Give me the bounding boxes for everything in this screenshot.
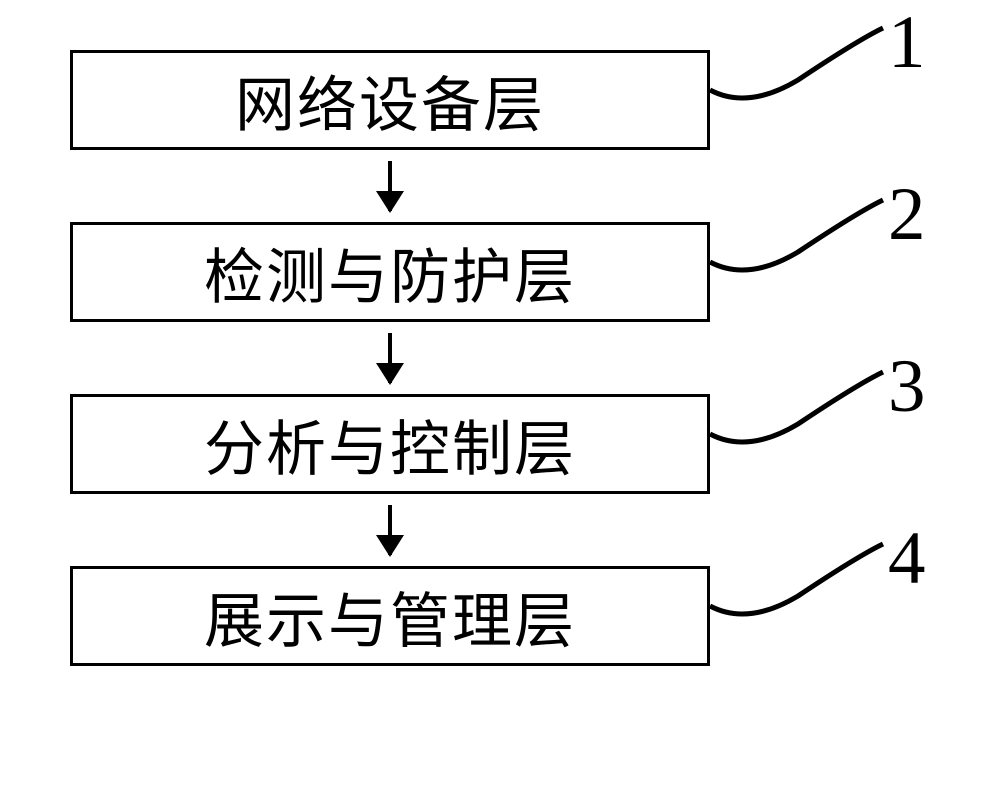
number-label-3: 3 xyxy=(888,344,926,430)
arrow-icon xyxy=(388,333,392,383)
layer-box-3: 分析与控制层 xyxy=(70,394,710,494)
arrow-icon xyxy=(388,505,392,555)
arrow-icon xyxy=(388,161,392,211)
connector-curve-1 xyxy=(708,18,908,118)
layer-label-2: 检测与防护层 xyxy=(204,229,576,316)
connector-curve-2 xyxy=(708,190,908,290)
layer-label-4: 展示与管理层 xyxy=(204,573,576,660)
arrow-3-4 xyxy=(70,494,710,566)
number-label-1: 1 xyxy=(888,0,926,86)
flowchart-diagram: 网络设备层 1 检测与防护层 2 分析与控制层 3 展示与管理层 4 xyxy=(70,50,930,666)
connector-curve-3 xyxy=(708,362,908,462)
layer-box-1: 网络设备层 xyxy=(70,50,710,150)
number-label-4: 4 xyxy=(888,516,926,602)
layer-label-1: 网络设备层 xyxy=(235,57,545,144)
number-label-2: 2 xyxy=(888,172,926,258)
layer-label-3: 分析与控制层 xyxy=(204,401,576,488)
layer-box-2: 检测与防护层 xyxy=(70,222,710,322)
layer-box-4: 展示与管理层 xyxy=(70,566,710,666)
arrow-1-2 xyxy=(70,150,710,222)
arrow-2-3 xyxy=(70,322,710,394)
connector-curve-4 xyxy=(708,534,908,634)
